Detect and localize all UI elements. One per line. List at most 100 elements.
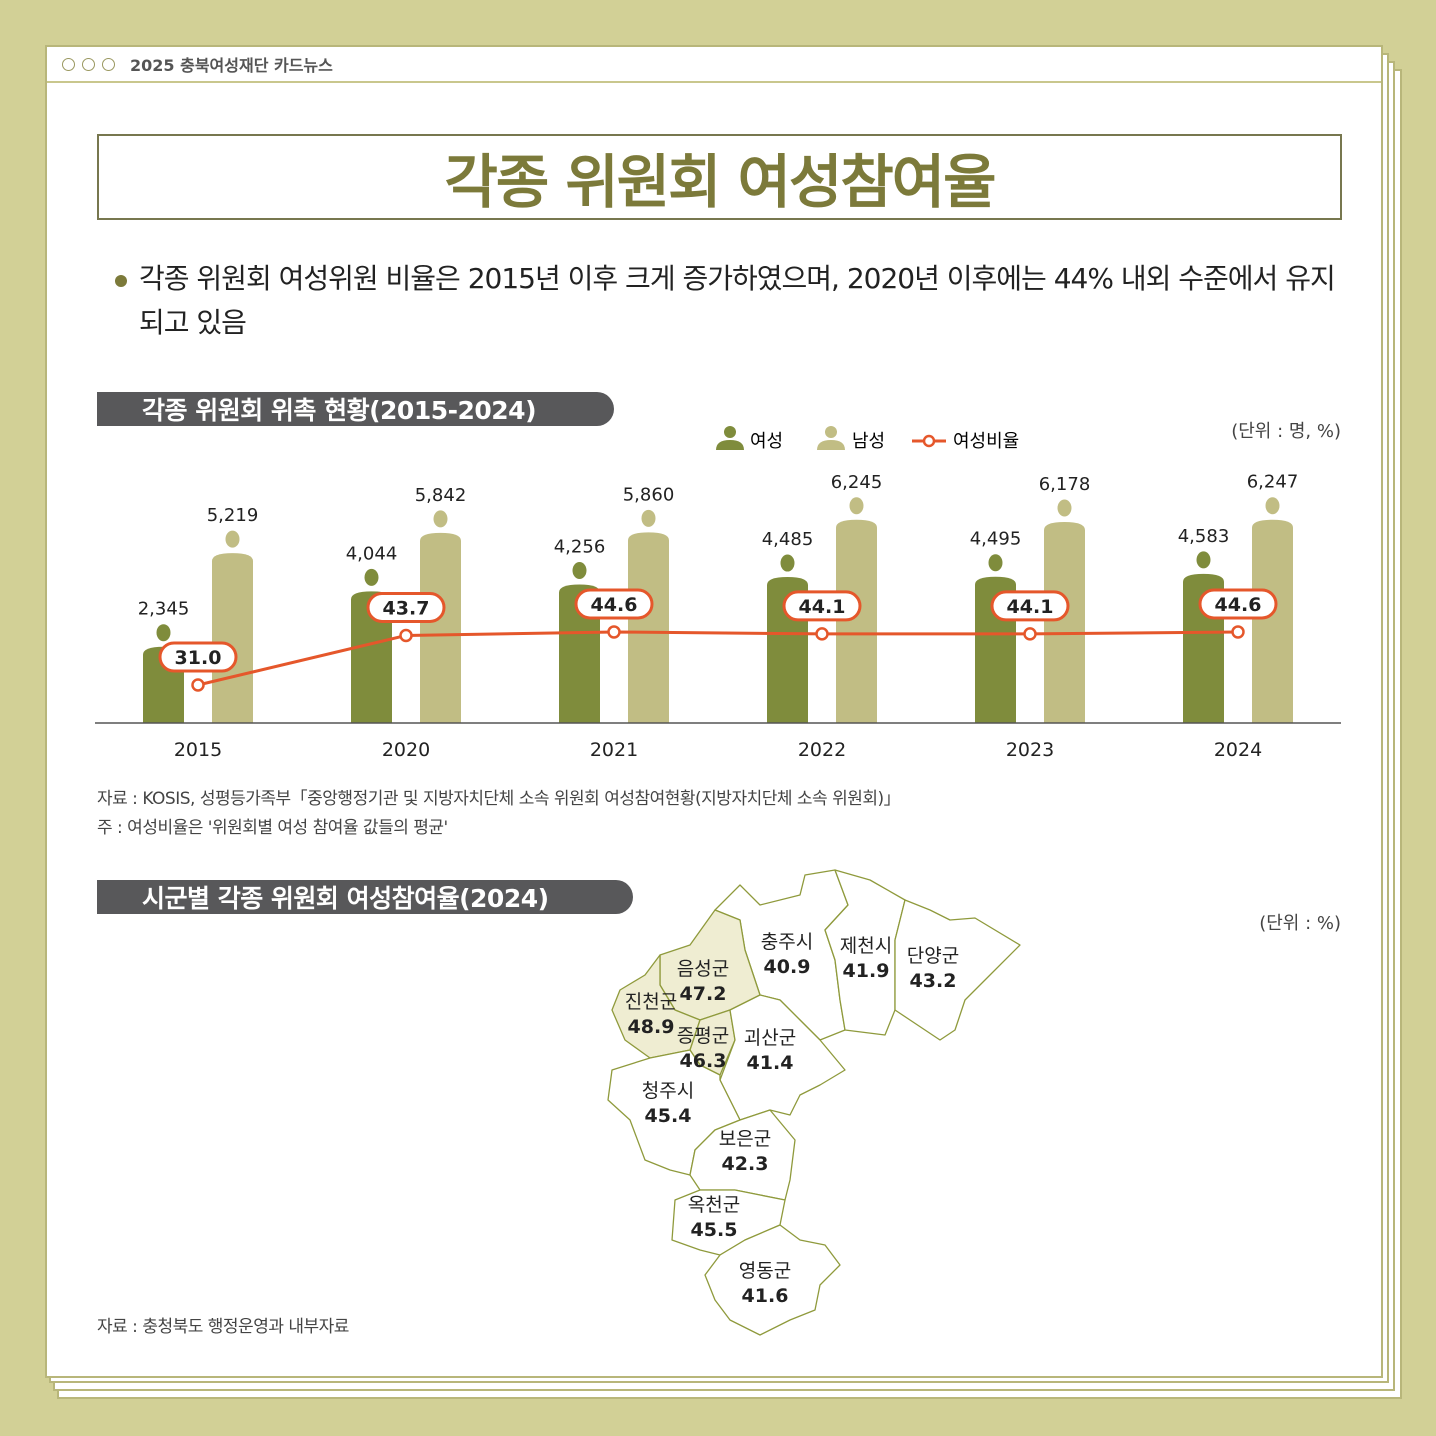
ratio-label: 44.6 bbox=[591, 594, 638, 616]
map-region-value: 45.5 bbox=[691, 1219, 738, 1241]
map-region-value: 42.3 bbox=[722, 1153, 769, 1175]
page-title: 각종 위원회 여성참여율 bbox=[444, 148, 997, 216]
legend-men-label: 남성 bbox=[852, 431, 885, 452]
bar-men-head bbox=[1265, 497, 1280, 515]
bar-men-head bbox=[225, 530, 240, 548]
map-region bbox=[894, 899, 1021, 1041]
window-dot-icon bbox=[82, 57, 95, 71]
section2-heading: 시군별 각종 위원회 여성참여율(2024) bbox=[97, 880, 633, 914]
bar-women-head bbox=[572, 562, 587, 580]
map-region-value: 46.3 bbox=[680, 1050, 727, 1072]
ratio-point bbox=[1231, 625, 1245, 639]
bar-women-label: 2,345 bbox=[138, 599, 190, 620]
map-region-name: 증평군 bbox=[677, 1025, 729, 1047]
map-region-name: 청주시 bbox=[642, 1080, 694, 1102]
bar-men-label: 5,219 bbox=[207, 505, 259, 526]
window-title: 2025 충북여성재단 카드뉴스 bbox=[130, 56, 333, 75]
map-region bbox=[719, 994, 846, 1121]
map-region-value: 41.6 bbox=[742, 1285, 789, 1307]
bar-women-head bbox=[1196, 551, 1211, 569]
map-region-value: 41.9 bbox=[843, 960, 890, 982]
ratio-point bbox=[191, 678, 205, 692]
bar-men bbox=[212, 553, 253, 723]
ratio-label-box bbox=[366, 591, 446, 623]
map-region-value: 45.4 bbox=[645, 1105, 692, 1127]
page-title-box: 각종 위원회 여성참여율 bbox=[97, 134, 1342, 220]
ratio-label: 43.7 bbox=[383, 597, 430, 619]
map-region-name: 충주시 bbox=[761, 931, 813, 953]
bar-men-head bbox=[433, 510, 448, 528]
map-region-value: 47.2 bbox=[680, 983, 727, 1005]
window-dot-icon bbox=[102, 57, 115, 71]
section1-source: 자료 : KOSIS, 성평등가족부「중앙행정기관 및 지방자치단체 소속 위원… bbox=[97, 789, 901, 809]
ratio-label-box bbox=[1198, 588, 1278, 620]
bar-men-label: 5,860 bbox=[623, 484, 675, 505]
map-region-name: 옥천군 bbox=[688, 1194, 740, 1216]
bar-men-head bbox=[1057, 499, 1072, 517]
bar-men-label: 6,245 bbox=[831, 472, 883, 493]
ratio-label-box bbox=[158, 641, 238, 673]
x-tick-label: 2022 bbox=[798, 739, 846, 761]
bar-women-label: 4,256 bbox=[554, 537, 606, 558]
ratio-label-box bbox=[990, 590, 1070, 622]
section1-unit: (단위 : 명, %) bbox=[1231, 421, 1341, 442]
summary-text: 각종 위원회 여성위원 비율은 2015년 이후 크게 증가하였으며, 2020… bbox=[115, 257, 1345, 345]
bar-women-head bbox=[364, 568, 379, 586]
bar-women-head bbox=[780, 554, 795, 572]
map-region-value: 40.9 bbox=[764, 956, 811, 978]
bar-women-label: 4,495 bbox=[970, 529, 1022, 550]
legend-men-icon bbox=[817, 426, 845, 450]
bar-men bbox=[628, 532, 669, 723]
ratio-line bbox=[197, 630, 1239, 687]
bar-men-label: 6,178 bbox=[1039, 474, 1091, 495]
window-dot-icon bbox=[62, 57, 75, 71]
window-titlebar: 2025 충북여성재단 카드뉴스 bbox=[47, 47, 1381, 83]
ratio-point bbox=[607, 625, 621, 639]
map-region bbox=[704, 1224, 841, 1336]
bar-women-label: 4,583 bbox=[1178, 526, 1230, 547]
bar-men-label: 6,247 bbox=[1247, 472, 1299, 493]
bar-women-head bbox=[988, 554, 1003, 572]
map-region-name: 진천군 bbox=[625, 991, 677, 1013]
ratio-point bbox=[1023, 627, 1037, 641]
x-tick-label: 2023 bbox=[1006, 739, 1054, 761]
x-tick-label: 2015 bbox=[174, 739, 222, 761]
ratio-label: 31.0 bbox=[175, 647, 222, 669]
map-region-value: 41.4 bbox=[747, 1052, 794, 1074]
ratio-label: 44.1 bbox=[1007, 596, 1054, 618]
bar-women-head bbox=[156, 624, 171, 642]
section1-note: 주 : 여성비율은 '위원회별 여성 참여율 값들의 평균' bbox=[97, 818, 448, 838]
chart-legend: 여성 남성 여성비율 bbox=[716, 426, 1019, 452]
section1-heading: 각종 위원회 위촉 현황(2015-2024) bbox=[97, 392, 614, 426]
x-tick-label: 2024 bbox=[1214, 739, 1262, 761]
bar-men-head bbox=[849, 497, 864, 515]
legend-women-icon bbox=[716, 426, 744, 450]
ratio-label-box bbox=[574, 588, 654, 620]
ratio-label: 44.1 bbox=[799, 596, 846, 618]
map-region-name: 보은군 bbox=[719, 1128, 771, 1150]
bar-men bbox=[1252, 519, 1293, 723]
bar-women bbox=[351, 591, 392, 723]
map-region-name: 영동군 bbox=[739, 1260, 791, 1282]
section2-unit: (단위 : %) bbox=[1259, 913, 1341, 934]
x-tick-label: 2020 bbox=[382, 739, 430, 761]
map-region-name: 제천시 bbox=[840, 935, 892, 957]
bar-men bbox=[420, 532, 461, 723]
ratio-label-box bbox=[782, 590, 862, 622]
map-region bbox=[824, 869, 906, 1036]
bar-men bbox=[836, 519, 877, 723]
ratio-label: 44.6 bbox=[1215, 594, 1262, 616]
map-region-name: 괴산군 bbox=[744, 1027, 796, 1049]
section2-source: 자료 : 충청북도 행정운영과 내부자료 bbox=[97, 1317, 349, 1337]
bar-women-label: 4,485 bbox=[762, 529, 814, 550]
legend-ratio-icon bbox=[912, 434, 946, 448]
map-region-name: 단양군 bbox=[907, 945, 959, 967]
ratio-point bbox=[815, 627, 829, 641]
x-tick-label: 2021 bbox=[590, 739, 638, 761]
bar-men-label: 5,842 bbox=[415, 485, 467, 506]
bar-men-head bbox=[641, 509, 656, 527]
map-region-name: 음성군 bbox=[677, 958, 729, 980]
map-region-value: 48.9 bbox=[628, 1016, 675, 1038]
bar-men bbox=[1044, 521, 1085, 723]
